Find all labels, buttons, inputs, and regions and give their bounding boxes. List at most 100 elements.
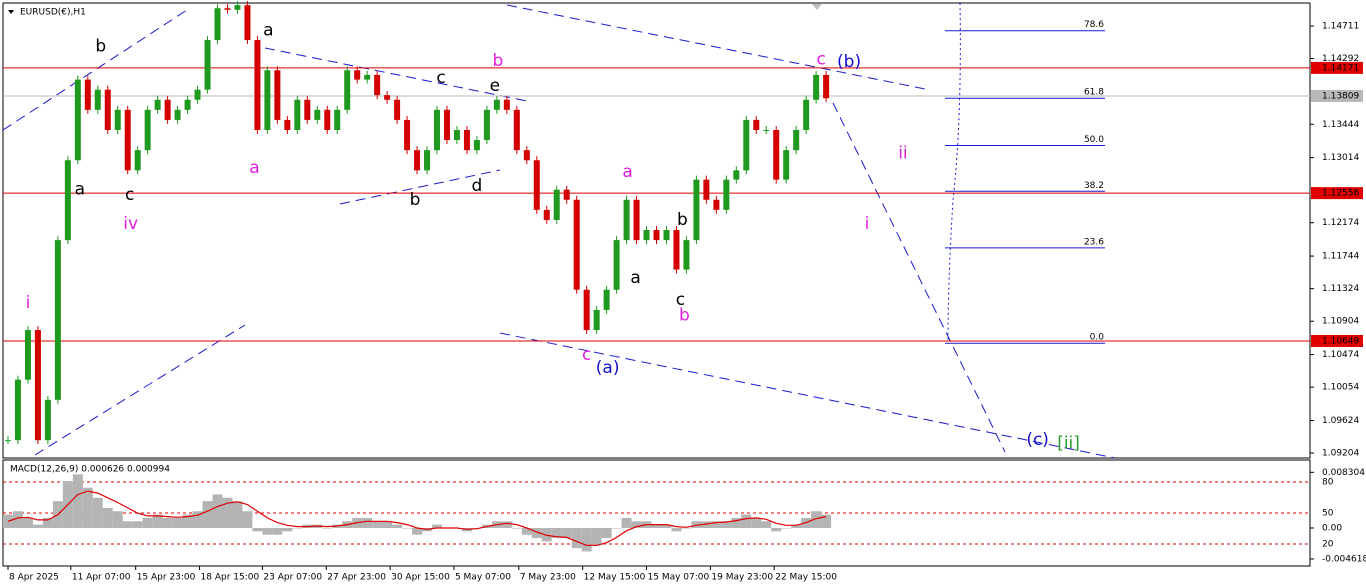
- macd-bar: [521, 527, 532, 535]
- macd-bar: [132, 521, 143, 528]
- macd-bar: [162, 517, 173, 528]
- y-tick-label: 1.11324: [1322, 284, 1359, 294]
- trend-line: [34, 324, 246, 456]
- macd-bar: [711, 521, 722, 528]
- macd-bar: [92, 497, 103, 528]
- x-tick-label: 7 May 23:00: [520, 573, 576, 583]
- macd-bar: [82, 487, 93, 528]
- wave-label: a: [622, 162, 632, 182]
- wave-label: a: [263, 21, 273, 41]
- macd-bar: [721, 521, 732, 528]
- wave-label: (c): [1026, 430, 1049, 450]
- price-label-box: [1311, 334, 1363, 347]
- fib-label: 38.2: [1084, 181, 1104, 191]
- macd-bar: [72, 474, 83, 528]
- macd-bar: [182, 514, 193, 528]
- macd-bar: [222, 497, 233, 528]
- macd-bar: [531, 527, 542, 539]
- wave-label: b: [95, 36, 106, 56]
- macd-bar: [12, 511, 23, 528]
- macd-bar: [232, 501, 243, 528]
- macd-bar: [382, 521, 393, 528]
- macd-bar: [631, 521, 642, 528]
- macd-bar: [2, 514, 13, 528]
- wave-label: c: [582, 345, 591, 365]
- macd-bar: [671, 527, 682, 532]
- macd-bar: [252, 527, 263, 532]
- macd-bar: [651, 524, 662, 528]
- x-tick-label: 23 Apr 07:00: [263, 573, 322, 583]
- price-label-box: [1311, 89, 1363, 102]
- wave-label: (a): [596, 358, 620, 378]
- macd-bar: [611, 527, 622, 529]
- wave-label: [ii]: [1057, 433, 1080, 453]
- macd-bar: [202, 501, 213, 528]
- macd-bar: [22, 517, 33, 528]
- x-tick-label: 5 May 07:00: [455, 573, 511, 583]
- x-tick-label: 12 May 15:00: [584, 573, 646, 583]
- fib-label: 23.6: [1084, 237, 1104, 247]
- trend-line: [2, 7, 191, 131]
- trend-line: [832, 102, 1006, 453]
- trend-line: [339, 169, 501, 205]
- macd-bar: [541, 527, 552, 542]
- wave-label: b: [679, 305, 690, 325]
- macd-bar: [821, 514, 832, 528]
- macd-bar: [102, 507, 113, 528]
- macd-bar: [322, 527, 333, 529]
- wave-label: a: [249, 158, 259, 178]
- macd-bar: [392, 524, 403, 528]
- x-tick-label: 18 Apr 15:00: [201, 573, 260, 583]
- y2-tick-label: 80: [1322, 478, 1334, 488]
- y-tick-label: 1.09204: [1322, 449, 1359, 459]
- macd-bar: [681, 527, 692, 529]
- price-label: 1.13809: [1322, 91, 1359, 101]
- y-tick-label: 1.10904: [1322, 317, 1359, 327]
- macd-bar: [242, 511, 253, 528]
- macd-bar: [751, 517, 762, 528]
- y2-tick-label: 50: [1322, 509, 1334, 519]
- wave-label: b: [492, 51, 503, 71]
- x-tick-label: 8 Apr 2025: [9, 573, 59, 583]
- fib-label: 78.6: [1084, 20, 1104, 30]
- y-tick-label: 1.11744: [1322, 252, 1359, 262]
- macd-bar: [362, 517, 373, 528]
- macd-bar: [621, 517, 632, 528]
- wave-label: (b): [837, 52, 861, 72]
- fib-label: 61.8: [1084, 88, 1104, 98]
- macd-bar: [701, 521, 712, 528]
- y-tick-label: 1.10474: [1322, 350, 1359, 360]
- wave-label: d: [472, 176, 483, 196]
- trend-line: [506, 4, 931, 91]
- wave-label: ii: [898, 143, 907, 163]
- macd-bar: [432, 524, 443, 528]
- trend-line: [264, 47, 528, 102]
- price-label: 1.10649: [1322, 336, 1359, 346]
- macd-bar: [272, 527, 283, 535]
- macd-bar: [282, 527, 293, 532]
- macd-bar: [142, 517, 153, 528]
- price-label-box: [1311, 61, 1363, 74]
- macd-bar: [601, 527, 612, 539]
- wave-label: i: [26, 293, 31, 313]
- chart-title: EURUSD(€),H1: [20, 8, 86, 18]
- y-tick-label: 1.14711: [1322, 22, 1359, 32]
- y-tick-label: -0.004618: [1322, 554, 1366, 564]
- x-tick-label: 15 Apr 23:00: [137, 573, 196, 583]
- x-tick-label: 11 Apr 07:00: [72, 573, 131, 583]
- wave-label: i: [865, 214, 870, 234]
- menu-arrow[interactable]: [8, 10, 14, 14]
- fib-label: 0.0: [1090, 333, 1105, 343]
- wave-label: a: [75, 180, 85, 200]
- y-tick-label: 1.12174: [1322, 218, 1359, 228]
- wave-label: c: [436, 68, 445, 88]
- macd-title: MACD(12,26,9) 0.000626 0.000994: [10, 465, 170, 475]
- y-tick-label: 1.10054: [1322, 383, 1359, 393]
- macd-bar: [591, 527, 602, 545]
- wave-label: c: [676, 290, 685, 310]
- macd-bar: [412, 527, 423, 535]
- macd-bar: [731, 517, 742, 528]
- macd-bar: [691, 521, 702, 528]
